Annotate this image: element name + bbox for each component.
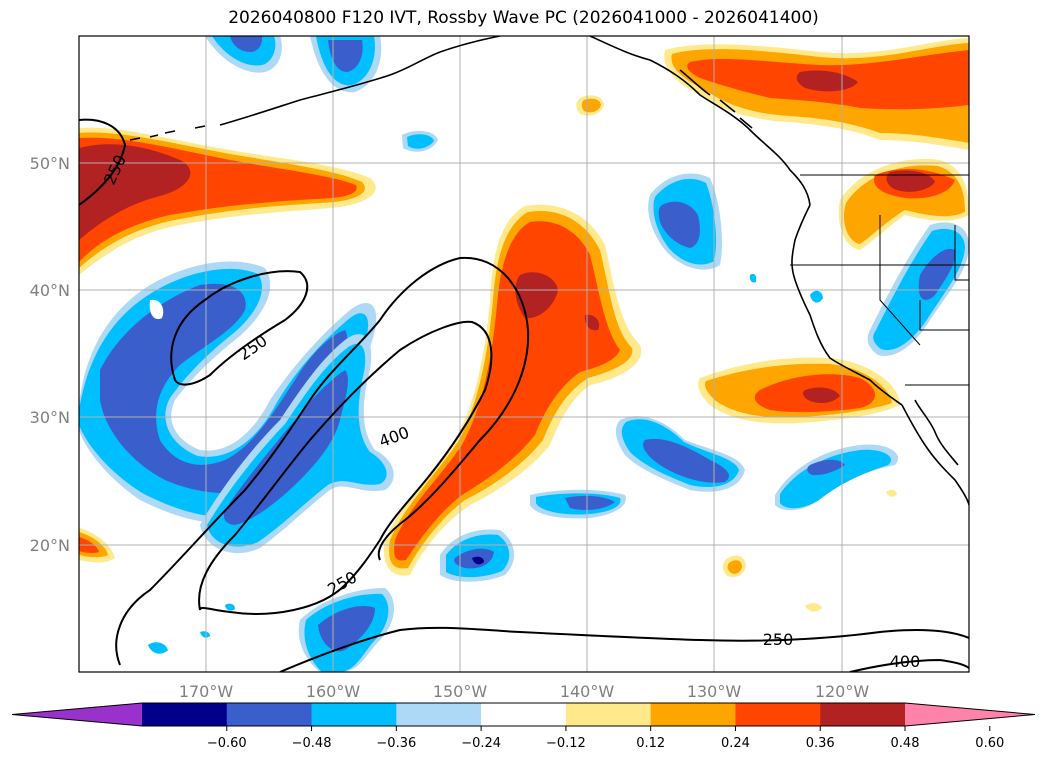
- coastlines: [129, 36, 969, 506]
- latitude-labels: 20°N 30°N 40°N 50°N: [30, 154, 70, 555]
- map-title: 2026040800 F120 IVT, Rossby Wave PC (202…: [228, 8, 819, 28]
- colorbar-tick-label: 0.24: [721, 736, 750, 751]
- colorbar-swatch: [565, 703, 652, 726]
- positive-anomaly-nw-us: [838, 159, 969, 250]
- lon-label-140w: 140°W: [560, 682, 615, 701]
- negative-anomaly-southeast: [775, 444, 899, 511]
- colorbar-swatch: [311, 703, 397, 726]
- colorbar-tick-label: −0.24: [461, 736, 501, 751]
- lon-label-130w: 130°W: [687, 682, 742, 701]
- colorbar-tick-label: 0.12: [636, 736, 665, 751]
- lon-label-150w: 150°W: [433, 682, 488, 701]
- lat-label-50n: 50°N: [30, 154, 70, 173]
- negative-anomaly-diag: [200, 334, 394, 554]
- colorbar: −0.60 −0.48 −0.36 −0.24 −0.12 0.12 0.24 0.36 0.4…: [11, 702, 1036, 751]
- longitude-labels: 170°W 160°W 150°W 140°W 130°W 120°W: [179, 682, 870, 701]
- negative-anomaly-north-central: [648, 173, 722, 270]
- colorbar-swatch: [396, 703, 482, 726]
- plot-frame: [78, 35, 970, 673]
- positive-anomaly-california: [698, 357, 900, 424]
- lon-label-120w: 120°W: [815, 682, 870, 701]
- contour-label-250-se: 250: [763, 630, 794, 649]
- colorbar-outline: [11, 702, 1036, 727]
- colorbar-swatch: [820, 703, 906, 726]
- lon-label-160w: 160°W: [306, 682, 361, 701]
- lat-label-30n: 30°N: [30, 408, 70, 427]
- negative-anomaly-rockies: [867, 222, 969, 356]
- filled-fields: 250 250 400 250 250 400: [79, 36, 969, 672]
- colorbar-swatch: [735, 703, 821, 726]
- lat-label-20n: 20°N: [30, 536, 70, 555]
- colorbar-swatch: [481, 703, 567, 726]
- colorbar-tick-label: −0.60: [207, 736, 247, 751]
- colorbar-extend-low: [12, 703, 142, 726]
- gridlines: [79, 36, 969, 672]
- colorbar-tick-label: −0.36: [376, 736, 416, 751]
- colorbar-tick-label: 0.48: [891, 736, 920, 751]
- lon-label-170w: 170°W: [179, 682, 234, 701]
- colorbar-tick-label: 0.60: [975, 736, 1004, 751]
- colorbar-tick-label: 0.36: [806, 736, 835, 751]
- colorbar-tick-label: −0.48: [292, 736, 332, 751]
- colorbar-swatch: [142, 703, 228, 726]
- lat-label-40n: 40°N: [30, 281, 70, 300]
- colorbar-swatch: [226, 703, 313, 726]
- colorbar-swatch: [650, 703, 736, 726]
- ivt-contours: [79, 118, 969, 672]
- colorbar-extend-high: [905, 703, 1035, 726]
- positive-anomaly-nw: [79, 127, 376, 275]
- colorbar-tick-label: −0.12: [546, 736, 586, 751]
- negative-anomaly-south: [148, 273, 823, 672]
- contour-label-400-se: 400: [890, 652, 921, 671]
- negative-anomaly-east-central: [615, 416, 745, 492]
- positive-anomaly-ne: [664, 38, 969, 150]
